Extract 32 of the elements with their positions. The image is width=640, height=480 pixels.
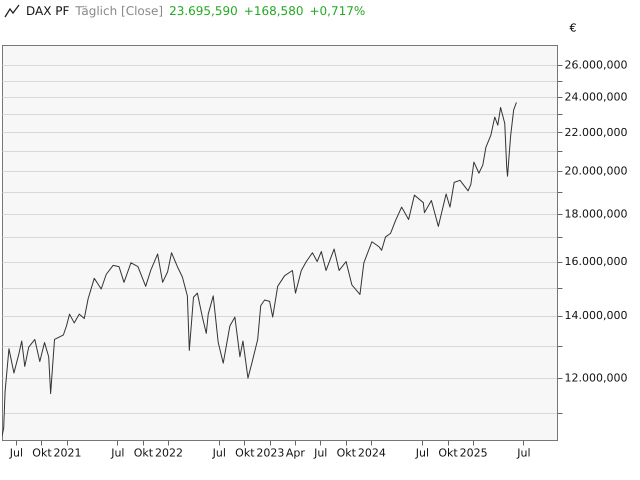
- x-tick-label: Okt: [336, 446, 357, 460]
- line-series: [2, 102, 517, 437]
- y-axis-title: €: [570, 22, 576, 34]
- x-tick-label: Jul: [313, 446, 328, 460]
- x-tick-label: Okt: [32, 446, 52, 460]
- text: 23.695,590: [169, 4, 238, 18]
- y-tick-label: 26.000,000: [564, 58, 628, 72]
- text: +0,717%: [309, 4, 366, 18]
- x-tick-label: 2021: [54, 446, 82, 460]
- x-tick-label: Jul: [516, 446, 531, 460]
- x-tick-label: 2023: [256, 446, 284, 460]
- y-tick-label: 12.000,000: [564, 372, 628, 385]
- x-tick-label: Jul: [8, 446, 24, 460]
- chart-title: DAX PF: [26, 4, 70, 18]
- x-tick-label: Okt: [134, 446, 154, 460]
- y-tick-label: 22.000,000: [564, 126, 628, 139]
- y-tick-label: 16.000,000: [564, 255, 628, 268]
- x-tick-label: Okt: [235, 446, 256, 460]
- x-tick-label: Jul: [110, 446, 124, 460]
- y-tick-label: 20.000,000: [564, 164, 628, 178]
- x-tick-label: Okt: [438, 446, 458, 460]
- x-tick-label: 2022: [154, 446, 183, 460]
- x-tick-label: Apr: [286, 446, 306, 460]
- x-tick-label: 2024: [358, 446, 386, 460]
- chart-subtitle: Täglich [Close]: [75, 4, 164, 18]
- y-tick-label: 24.000,000: [564, 90, 628, 104]
- y-tick-label: 14.000,000: [564, 309, 628, 322]
- x-tick-label: 2025: [460, 446, 488, 460]
- x-tick-label: Jul: [212, 446, 226, 460]
- y-tick-label: 18.000,000: [564, 207, 628, 220]
- text: +168,580: [244, 4, 304, 18]
- x-tick-label: Jul: [414, 446, 430, 460]
